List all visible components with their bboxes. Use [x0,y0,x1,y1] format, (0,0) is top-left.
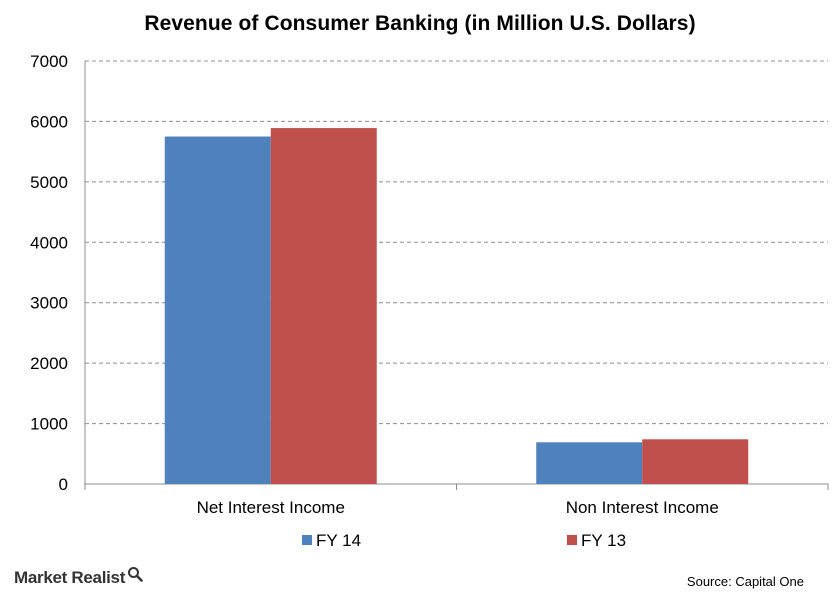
category-labels: Net Interest Income Non Interest Income [197,498,719,517]
brand-logo: Market Realist [14,567,143,588]
y-tick-label: 4000 [30,233,68,252]
bar-fy-14-non-interest-income [536,442,643,484]
legend-label: FY 13 [581,531,626,550]
bars [164,128,749,485]
bar-fy-13-net-interest-income [270,128,377,484]
legend-label: FY 14 [316,531,361,550]
chart-title: Revenue of Consumer Banking (in Million … [144,12,696,35]
source-note: Source: Capital One [686,574,804,589]
y-tick-label: 1000 [30,415,68,434]
category-label: Net Interest Income [197,498,345,517]
y-tick-label: 3000 [30,294,68,313]
brand-name: Market Realist [14,568,126,587]
gridlines [85,60,828,425]
bar-fy-13-non-interest-income [642,439,749,484]
y-tick-label: 0 [59,475,68,494]
legend-swatch [567,535,577,545]
bar-fy-14-net-interest-income [164,136,271,485]
legend: FY 14 FY 13 [302,531,626,550]
magnifier-icon [128,567,143,582]
y-tick-label: 2000 [30,354,68,373]
y-tick-labels: 0 1000 2000 3000 4000 5000 6000 7000 [30,52,68,494]
legend-swatch [302,535,312,545]
y-tick-label: 5000 [30,173,68,192]
y-tick-label: 6000 [30,112,68,131]
y-tick-label: 7000 [30,52,68,71]
category-label: Non Interest Income [566,498,719,517]
